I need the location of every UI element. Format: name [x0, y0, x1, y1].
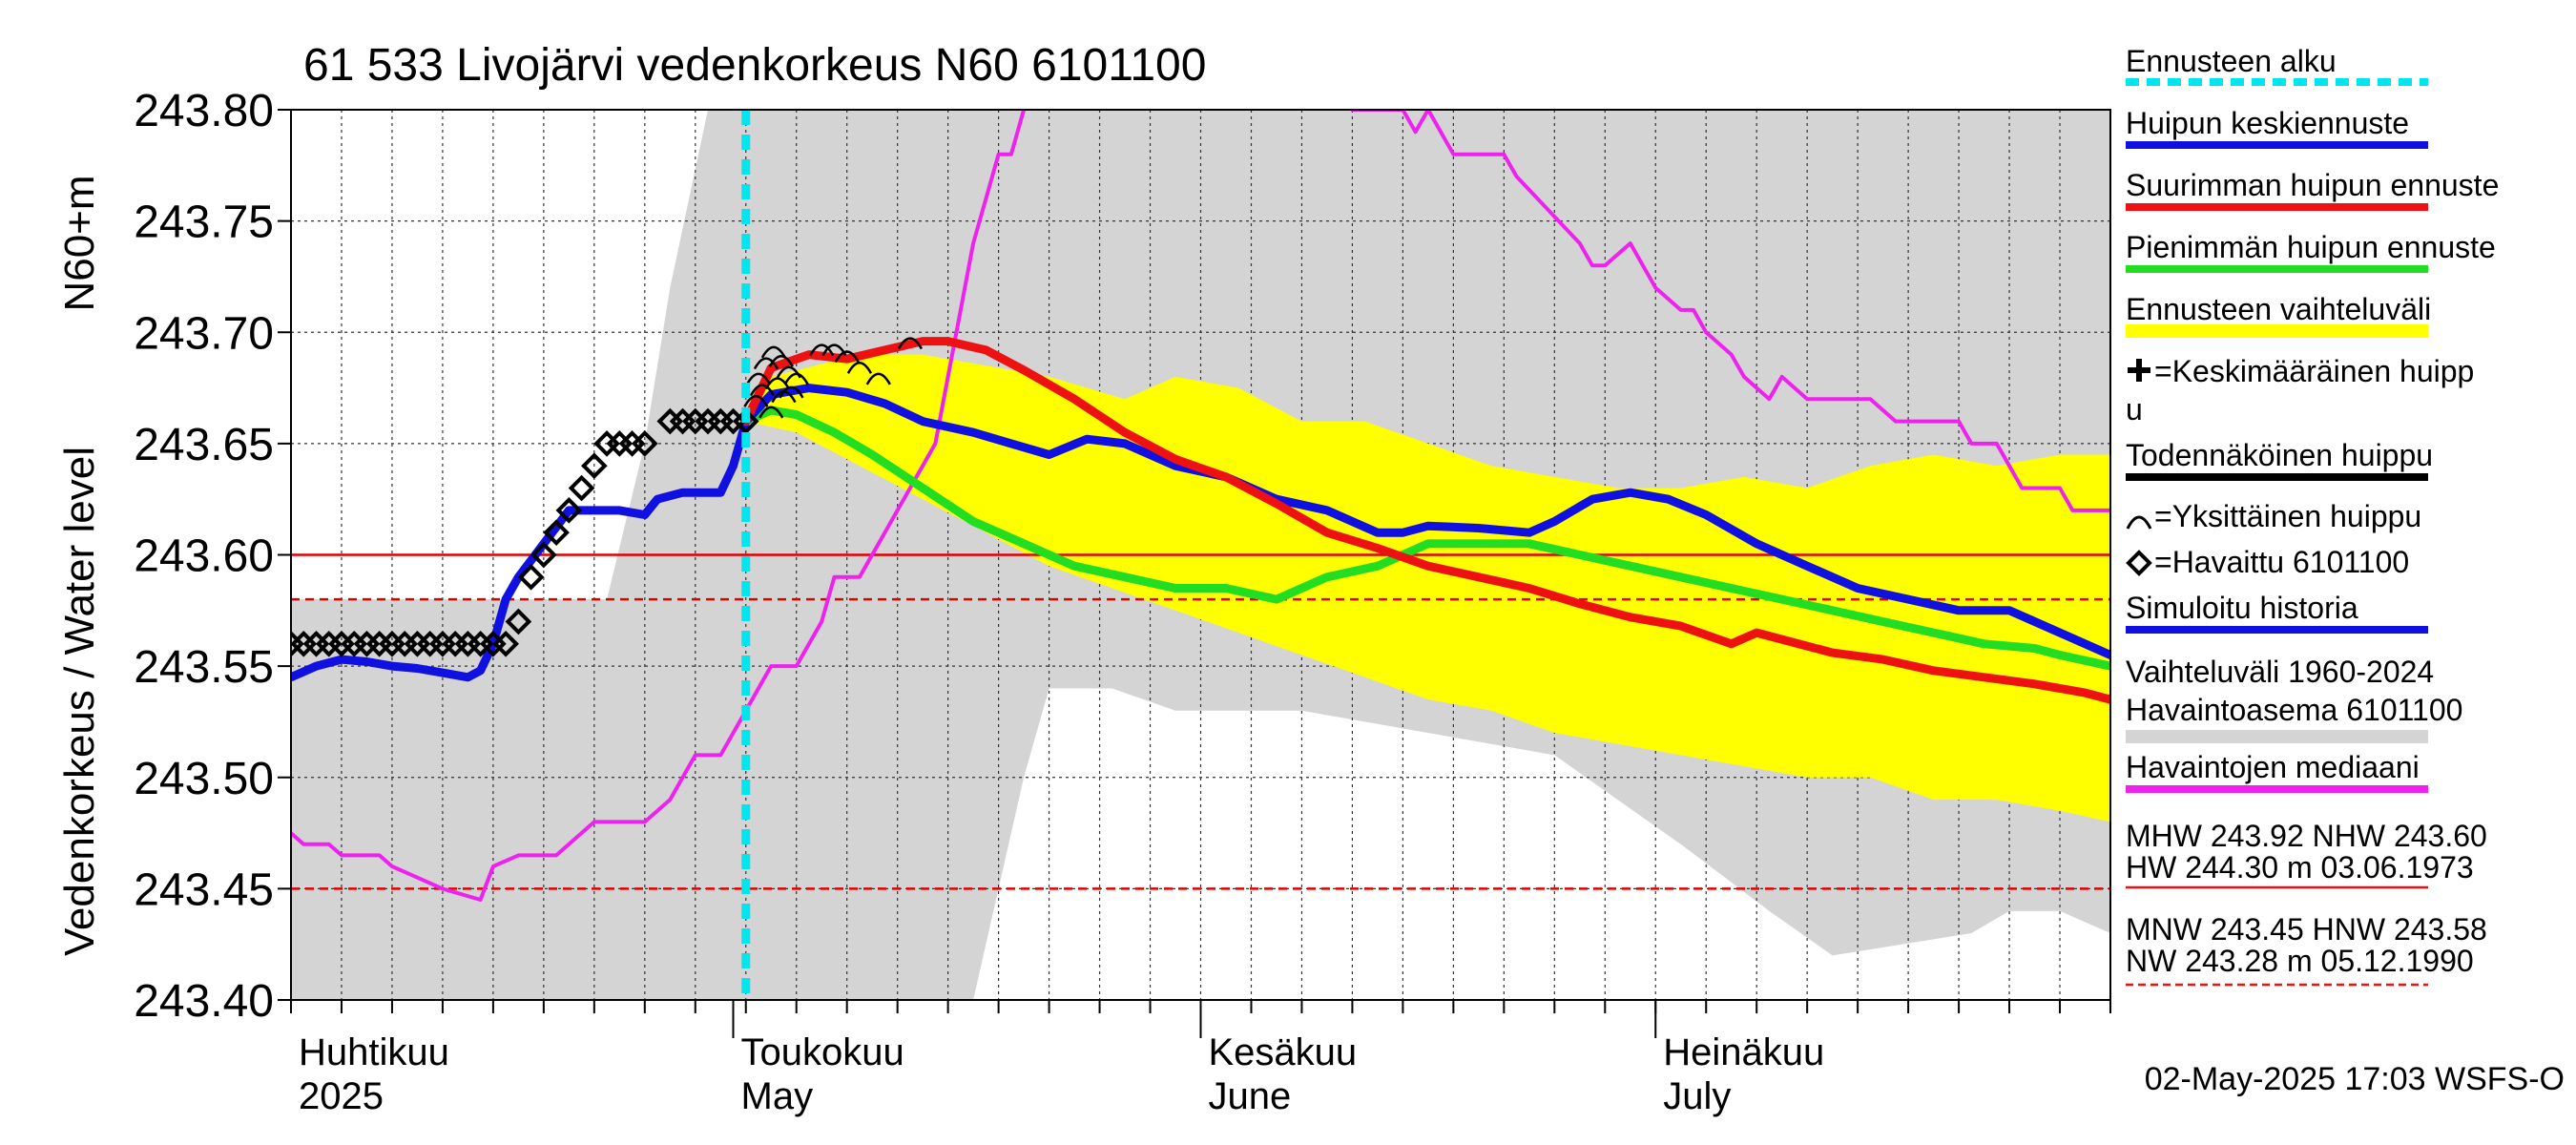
individual-peak: [758, 406, 784, 419]
individual-peak: [753, 357, 779, 370]
individual-peak: [846, 362, 873, 374]
legend-label: Pienimmän huipun ennuste: [2126, 230, 2496, 264]
y-tick-label: 243.40: [134, 976, 274, 1027]
y-tick-label: 243.80: [134, 86, 274, 136]
legend-symbol-band: [2126, 324, 2428, 338]
legend-label: Suurimman huipun ennuste: [2126, 168, 2499, 202]
y-tick-label: 243.70: [134, 308, 274, 359]
forecast-band-layer: [745, 354, 2110, 822]
individual-peak: [745, 372, 772, 385]
individual-peak: [760, 345, 786, 359]
observed-point: [530, 541, 557, 569]
series-line: [1350, 110, 2110, 512]
legend-label: MNW 243.45 HNW 243.58: [2126, 912, 2487, 947]
legend-symbol-diamond: [2126, 550, 2152, 576]
legend-label: Havaintojen mediaani: [2126, 750, 2420, 784]
series-line: [741, 337, 2110, 704]
series-layer: [291, 110, 2110, 902]
month-label-sub: June: [1209, 1075, 1292, 1117]
y-axis-unit-label: N60+m: [56, 175, 103, 311]
observed-point: [492, 630, 519, 657]
individual-peak: [749, 384, 776, 397]
series-line: [291, 417, 751, 682]
month-label: Huhtikuu: [299, 1031, 449, 1073]
observed-point: [555, 497, 583, 524]
legend-label: Todennäköinen huippu: [2126, 438, 2433, 472]
legend: Ennusteen alku Huipun keskiennuste Suurimm…: [2126, 44, 2499, 987]
month-label: Heinäkuu: [1663, 1031, 1824, 1073]
timestamp-label: 02-May-2025 17:03 WSFS-O: [2145, 1061, 2565, 1097]
individual-peak: [743, 395, 769, 407]
chart-title: 61 533 Livojärvi vedenkorkeus N60 610110…: [303, 40, 1206, 91]
legend-label: Simuloitu historia: [2126, 591, 2358, 625]
reference-lines-layer: [291, 553, 2110, 890]
individual-peak: [897, 337, 924, 350]
legend-label-line2: u: [2126, 392, 2143, 427]
legend-label-line2: NW 243.28 m 05.12.1990: [2126, 944, 2474, 978]
y-tick-label: 243.55: [134, 642, 274, 693]
month-label-sub: 2025: [299, 1075, 384, 1117]
legend-symbol-cross: [2128, 359, 2150, 382]
legend-label-line2: HW 244.30 m 03.06.1973: [2126, 850, 2474, 885]
legend-label: =Yksittäinen huippu: [2154, 499, 2421, 533]
y-tick-label: 243.50: [134, 754, 274, 804]
observed-point: [517, 563, 545, 591]
individual-peak: [779, 385, 804, 399]
legend-label: =Keskimääräinen huipp: [2154, 354, 2474, 388]
month-label: Kesäkuu: [1209, 1031, 1358, 1073]
legend-label: Ennusteen vaihteluväli: [2126, 292, 2431, 326]
observed-point: [581, 452, 608, 480]
series-line: [741, 384, 2110, 659]
observed-point: [543, 519, 570, 547]
legend-label-line2: Havaintoasema 6101100: [2126, 693, 2462, 727]
y-tick-label: 243.65: [134, 420, 274, 470]
legend-symbol-band: [2126, 730, 2428, 743]
legend-label: MHW 243.92 NHW 243.60: [2126, 819, 2487, 853]
legend-label: Vaihteluväli 1960-2024: [2126, 655, 2434, 689]
individual-peak: [834, 350, 860, 364]
individual-peak: [865, 372, 891, 385]
individual-peak: [809, 344, 835, 357]
individual-peak: [764, 377, 790, 390]
legend-label: =Havaittu 6101100: [2154, 545, 2409, 579]
legend-label: Huipun keskiennuste: [2126, 106, 2409, 140]
observed-point: [631, 430, 658, 457]
markers-layer: [291, 337, 924, 657]
individual-peak: [783, 372, 809, 385]
month-label-sub: May: [741, 1075, 814, 1117]
y-axis-label: Vedenkorkeus / Water level: [56, 447, 103, 956]
month-label-sub: July: [1663, 1075, 1731, 1117]
month-label: Toukokuu: [741, 1031, 904, 1073]
legend-symbol-arc: [2126, 515, 2152, 530]
observed-point: [732, 407, 759, 435]
y-axis-ticks: 243.80 243.75 243.70 243.65 243.60 243.55 243.…: [134, 86, 291, 1027]
observed-point: [505, 608, 532, 635]
observed-point: [568, 474, 595, 502]
y-tick-label: 243.75: [134, 198, 274, 248]
legend-label: Ennusteen alku: [2126, 44, 2337, 78]
individual-peak: [768, 355, 794, 367]
y-tick-label: 243.60: [134, 531, 274, 582]
y-tick-label: 243.45: [134, 864, 274, 915]
individual-peak: [771, 390, 797, 404]
forecast-band: [745, 354, 2110, 822]
